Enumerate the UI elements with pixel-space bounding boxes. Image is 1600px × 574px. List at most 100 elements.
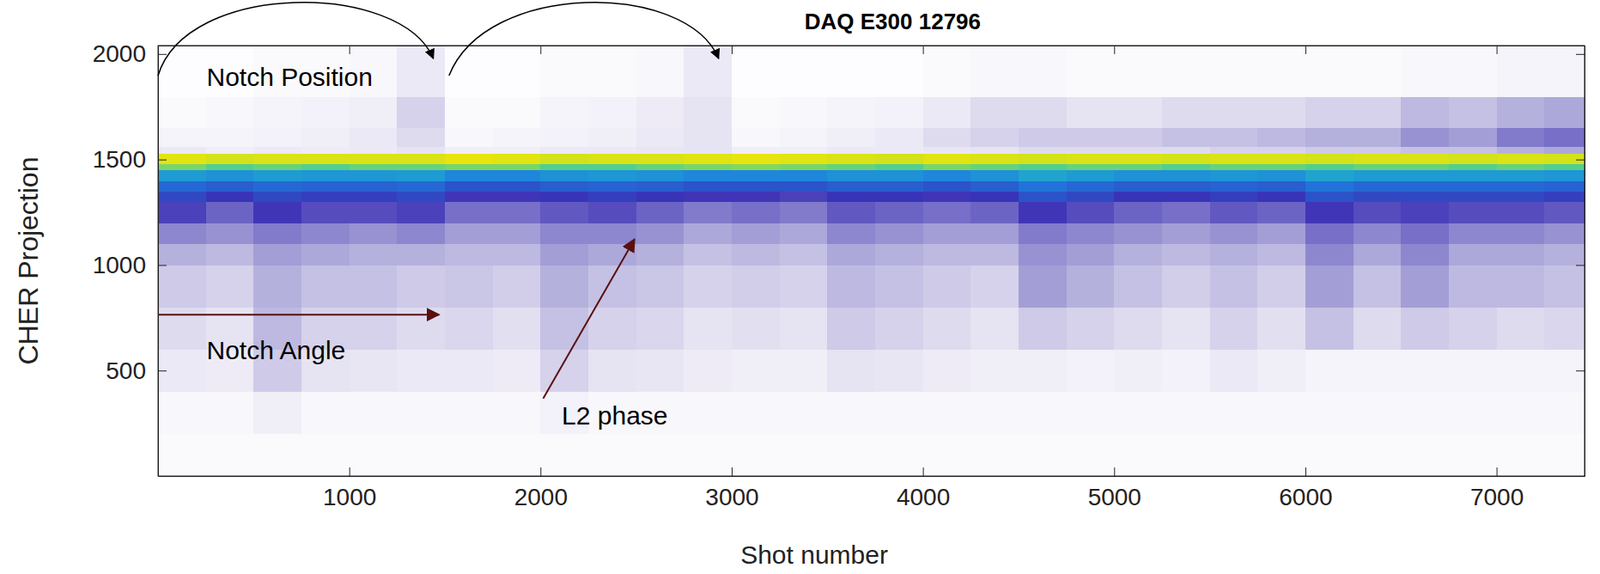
chart: 1000200030004000500060007000500100015002…: [0, 0, 1600, 574]
heatmap-cell: [731, 164, 780, 171]
heatmap-cell: [1305, 152, 1354, 165]
heatmap-cell: [636, 96, 685, 128]
heatmap-cell: [683, 349, 732, 393]
heatmap-cell: [1066, 264, 1115, 308]
heatmap-cell: [1161, 152, 1211, 165]
heatmap-cell: [683, 152, 732, 165]
x-tick: 6000: [1278, 467, 1333, 511]
heatmap-cell: [1257, 391, 1306, 435]
heatmap-cell: [444, 45, 493, 98]
heatmap-cell: [875, 349, 924, 393]
heatmap-cell: [1161, 146, 1211, 154]
heatmap-cell: [779, 146, 828, 154]
heatmap-cell: [1257, 222, 1306, 244]
heatmap-cell: [1400, 170, 1449, 182]
heatmap-cell: [540, 170, 589, 182]
heatmap-cell: [1448, 349, 1497, 393]
y-tick-mark: [158, 264, 167, 266]
heatmap-cell: [1496, 307, 1546, 351]
heatmap-cell: [683, 391, 732, 435]
heatmap-cell: [1161, 433, 1211, 476]
heatmap-cell: [827, 307, 876, 351]
heatmap-cell: [779, 349, 828, 393]
heatmap-cell: [636, 264, 685, 308]
heatmap-cell: [158, 243, 207, 266]
heatmap-cell: [253, 391, 302, 435]
heatmap-cell: [206, 391, 255, 435]
heatmap-cell: [1161, 391, 1211, 435]
heatmap-cell: [349, 96, 398, 128]
heatmap-cell: [1257, 190, 1306, 202]
heatmap-cell: [349, 349, 398, 393]
heatmap-cell: [1353, 433, 1402, 476]
heatmap-cell: [1161, 127, 1211, 148]
x-tick-top: [1496, 45, 1498, 55]
x-tick: 1000: [322, 467, 377, 511]
heatmap-cell: [1066, 127, 1115, 148]
heatmap-cell: [1018, 152, 1067, 165]
heatmap-cell: [1113, 349, 1162, 393]
heatmap-cell: [1496, 127, 1546, 148]
heatmap-cell: [1018, 170, 1067, 182]
heatmap-cell: [1018, 190, 1067, 202]
heatmap-cell: [396, 201, 445, 224]
heatmap-cell: [827, 164, 876, 171]
heatmap-cell: [492, 307, 542, 351]
heatmap-cell: [540, 127, 589, 148]
heatmap-cell: [349, 146, 398, 154]
heatmap-cell: [923, 391, 972, 435]
heatmap-cell: [970, 433, 1019, 476]
heatmap-cell: [1210, 222, 1259, 244]
heatmap-cell: [588, 45, 637, 98]
heatmap-cell: [253, 96, 302, 128]
heatmap-cell: [1018, 146, 1067, 154]
heatmap-cell: [588, 164, 637, 171]
heatmap-cell: [875, 307, 924, 351]
heatmap-cell: [1400, 127, 1449, 148]
y-tick-right: [1575, 54, 1585, 55]
heatmap-cell: [1400, 164, 1449, 171]
heatmap-cell: [492, 264, 542, 308]
heatmap-cell: [683, 433, 732, 476]
heatmap-cell: [923, 190, 972, 202]
heatmap-cell: [253, 170, 302, 182]
heatmap-cell: [779, 201, 828, 224]
heatmap-cell: [875, 391, 924, 435]
heatmap-cell: [253, 146, 302, 154]
heatmap-cell: [1066, 170, 1115, 182]
heatmap-cell: [1113, 243, 1162, 266]
heatmap-cell: [301, 146, 350, 154]
heatmap-cell: [1257, 164, 1306, 171]
heatmap-cell: [827, 45, 876, 98]
heatmap-cell: [1257, 152, 1306, 165]
heatmap-cell: [636, 146, 685, 154]
heatmap-cell: [1305, 307, 1354, 351]
heatmap-cell: [301, 391, 350, 435]
heatmap-cell: [970, 45, 1019, 98]
heatmap-cell: [349, 170, 398, 182]
heatmap-cell: [588, 307, 637, 351]
heatmap-cell: [444, 433, 493, 476]
heatmap-cell: [1544, 152, 1585, 165]
heatmap-cell: [827, 433, 876, 476]
x-tick-mark-top: [1305, 45, 1307, 55]
heatmap-cell: [1448, 433, 1497, 476]
heatmap-cell: [636, 307, 685, 351]
heatmap-cell: [396, 433, 445, 476]
heatmap-cell: [1400, 222, 1449, 244]
heatmap-cell: [1113, 307, 1162, 351]
y-axis-right: [1575, 46, 1586, 477]
heatmap-cell: [1544, 164, 1585, 171]
y-tick-mark-right: [1575, 264, 1585, 266]
heatmap-cell: [1305, 433, 1354, 476]
heatmap-cell: [1496, 222, 1546, 244]
heatmap-cell: [1305, 45, 1354, 98]
heatmap-cell: [1210, 146, 1259, 154]
heatmap-cell: [1210, 164, 1259, 171]
heatmap-cell: [970, 164, 1019, 171]
heatmap-cell: [349, 201, 398, 224]
heatmap-cell: [970, 264, 1019, 308]
x-tick-mark: [923, 467, 925, 476]
heatmap-cell: [875, 96, 924, 128]
heatmap-cell: [206, 433, 255, 476]
